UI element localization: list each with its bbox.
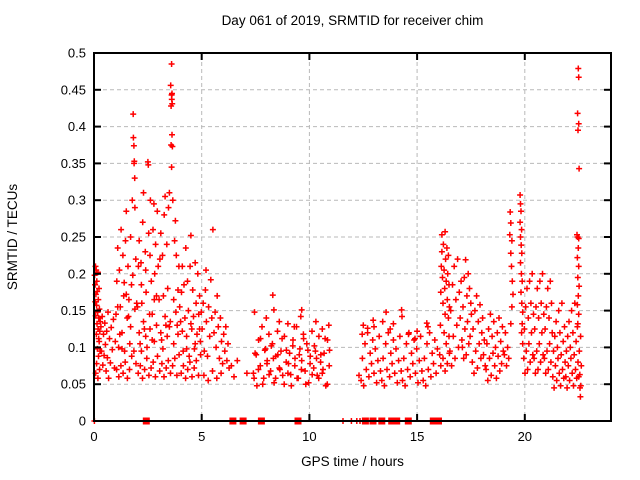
y-tick-label: 0.1: [68, 340, 86, 355]
x-tick-label: 5: [198, 429, 205, 444]
y-tick-label: 0.3: [68, 193, 86, 208]
data-points: [91, 61, 585, 424]
x-tick-label: 15: [410, 429, 424, 444]
x-tick-label: 0: [90, 429, 97, 444]
y-tick-label: 0.15: [61, 303, 86, 318]
y-tick-label: 0.25: [61, 230, 86, 245]
y-tick-label: 0.05: [61, 377, 86, 392]
y-tick-label: 0.35: [61, 156, 86, 171]
x-axis-label: GPS time / hours: [301, 454, 404, 469]
chart-title: Day 061 of 2019, SRMTID for receiver chi…: [221, 13, 484, 28]
y-tick-label: 0: [79, 414, 86, 429]
y-tick-label: 0.5: [68, 46, 86, 61]
y-tick-label: 0.45: [61, 82, 86, 97]
x-tick-label: 10: [302, 429, 316, 444]
x-tick-label: 20: [518, 429, 532, 444]
y-tick-label: 0.4: [68, 119, 86, 134]
y-tick-label: 0.2: [68, 266, 86, 281]
